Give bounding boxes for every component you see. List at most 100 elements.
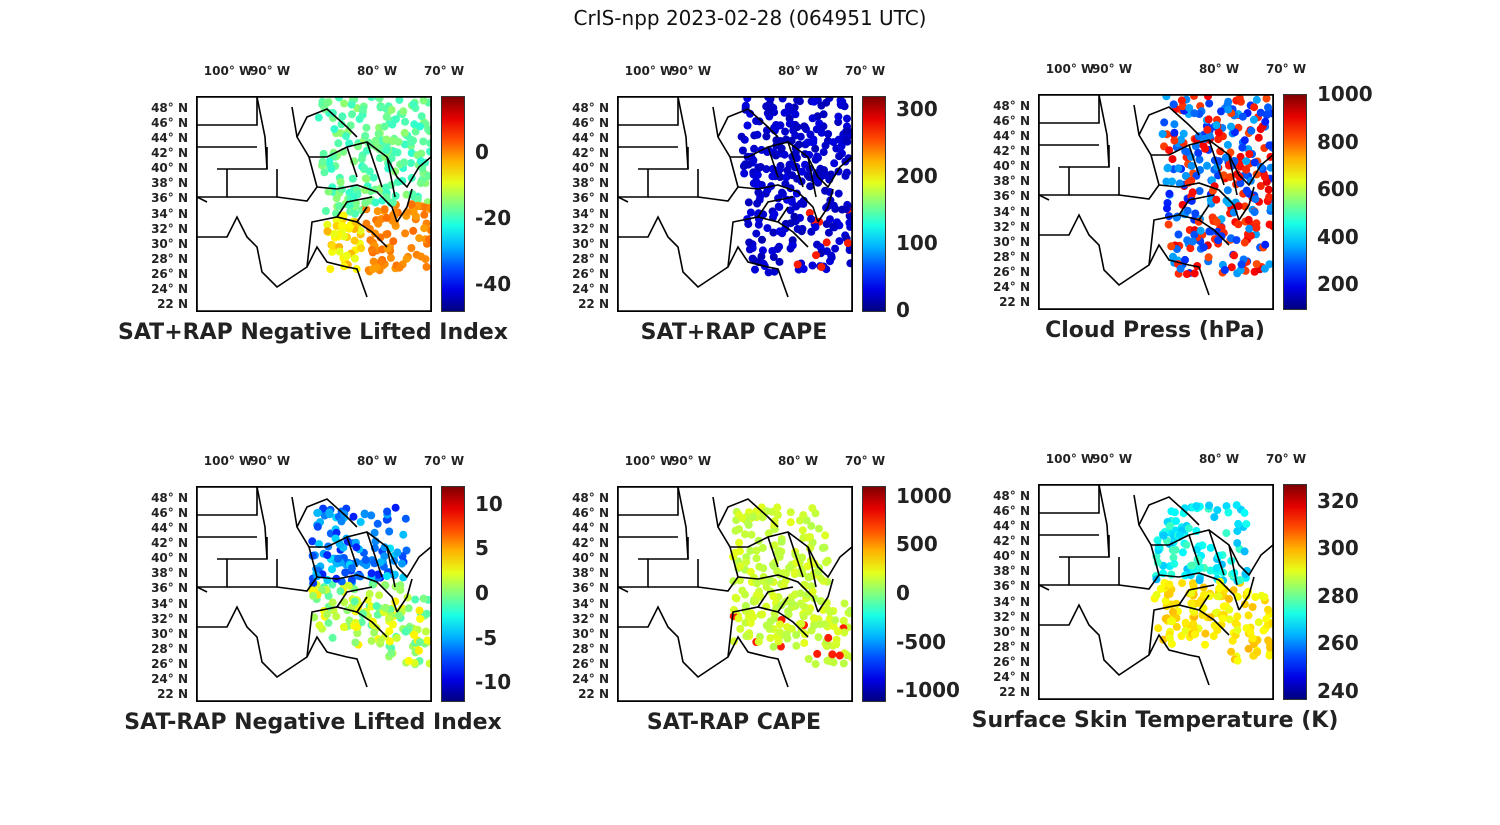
state-boundary <box>356 596 368 613</box>
longitude-tick-label: 90° W <box>249 454 291 468</box>
state-boundary <box>386 156 396 198</box>
state-boundary <box>648 559 699 588</box>
figure-title: CrIS-npp 2023-02-28 (064951 UTC) <box>573 6 927 30</box>
observation-point <box>782 630 791 639</box>
observation-point <box>357 244 366 253</box>
observation-point <box>762 621 771 630</box>
state-boundary <box>1208 529 1225 576</box>
observation-point <box>799 199 808 208</box>
observation-point <box>823 656 832 665</box>
observation-point <box>1218 614 1227 623</box>
observation-point <box>1201 640 1209 649</box>
observation-point <box>1245 150 1254 159</box>
observation-point <box>1217 620 1226 629</box>
observation-point <box>372 142 380 151</box>
state-boundary <box>787 141 804 188</box>
observation-point <box>829 201 838 210</box>
map-panel-6: 100° W 90° W 80° W 70° W 48° N 46° N 44° N 42° … <box>942 448 1362 748</box>
observation-point <box>786 119 795 128</box>
observation-point <box>1167 242 1176 251</box>
state-boundary <box>1238 186 1255 221</box>
observation-point <box>328 109 337 117</box>
observation-point <box>825 97 834 102</box>
latitude-tick-label: 28° N <box>572 641 609 656</box>
state-boundary <box>1198 594 1210 611</box>
observation-point <box>778 229 787 238</box>
observation-point <box>752 229 761 238</box>
observation-point <box>1265 220 1273 229</box>
observation-point <box>796 599 805 608</box>
observation-point <box>1240 238 1249 247</box>
observation-point <box>1177 96 1186 105</box>
longitude-tick-label: 90° W <box>249 64 291 78</box>
observation-point <box>370 528 379 537</box>
observation-point <box>1264 605 1272 614</box>
observation-point <box>409 226 418 235</box>
colorbar-tick-label: 200 <box>896 164 938 189</box>
state-boundary <box>1178 584 1215 606</box>
latitude-tick-label: 42° N <box>993 144 1030 159</box>
observation-point <box>334 139 343 148</box>
observation-point <box>1268 619 1273 628</box>
observation-point <box>1224 97 1233 106</box>
observation-point <box>1213 506 1222 515</box>
observation-point <box>1221 153 1230 162</box>
observation-point <box>744 612 753 621</box>
observation-point <box>794 140 803 149</box>
observation-point <box>323 551 332 560</box>
observation-point <box>788 171 797 180</box>
observation-point <box>315 540 323 549</box>
state-boundary <box>1069 557 1120 586</box>
observation-point <box>773 511 782 519</box>
observation-point <box>351 638 360 647</box>
observation-point <box>741 601 750 610</box>
observation-point <box>775 620 784 629</box>
observation-point <box>319 149 328 158</box>
map-svg <box>197 487 431 701</box>
observation-point <box>799 612 808 621</box>
latitude-tick-label: 40° N <box>993 549 1030 564</box>
observation-point <box>331 534 340 543</box>
map-svg <box>618 487 852 701</box>
colorbar <box>862 96 886 312</box>
observation-point <box>786 518 795 527</box>
observation-point <box>751 265 759 274</box>
state-boundary <box>677 97 689 170</box>
state-boundary <box>396 578 413 613</box>
observation-point <box>1165 189 1174 198</box>
observation-point <box>1163 164 1172 173</box>
observation-point <box>1235 172 1244 181</box>
colorbar-tick-label: 0 <box>475 581 489 605</box>
observation-point <box>765 107 774 116</box>
observation-point <box>811 144 820 153</box>
observation-point <box>1204 253 1213 262</box>
observation-point <box>321 207 330 215</box>
observation-point <box>1177 135 1185 144</box>
observation-point <box>814 153 822 162</box>
latitude-tick-label: 36° N <box>151 581 188 596</box>
observation-point <box>1250 158 1259 167</box>
observation-point <box>1196 226 1205 235</box>
observation-point <box>1240 136 1249 145</box>
observation-point <box>1265 651 1273 660</box>
observation-point <box>380 552 389 561</box>
observation-point <box>407 200 416 209</box>
observation-point <box>775 628 784 637</box>
latitude-tick-label: 46° N <box>993 114 1030 129</box>
latitude-tick-label: 44° N <box>572 521 609 536</box>
observation-point <box>769 562 778 570</box>
observation-point <box>402 254 411 263</box>
observation-point <box>1165 521 1174 530</box>
observation-point <box>1243 566 1251 575</box>
observation-point <box>413 201 422 210</box>
observation-point <box>421 627 430 636</box>
observation-point <box>769 642 778 651</box>
observation-point <box>781 127 790 136</box>
observation-point <box>1174 164 1183 173</box>
observation-point <box>338 221 347 230</box>
observation-point <box>754 209 763 218</box>
observation-point <box>1201 629 1210 638</box>
observation-point <box>369 173 378 182</box>
observation-point <box>1194 149 1203 157</box>
observation-point <box>803 562 812 571</box>
